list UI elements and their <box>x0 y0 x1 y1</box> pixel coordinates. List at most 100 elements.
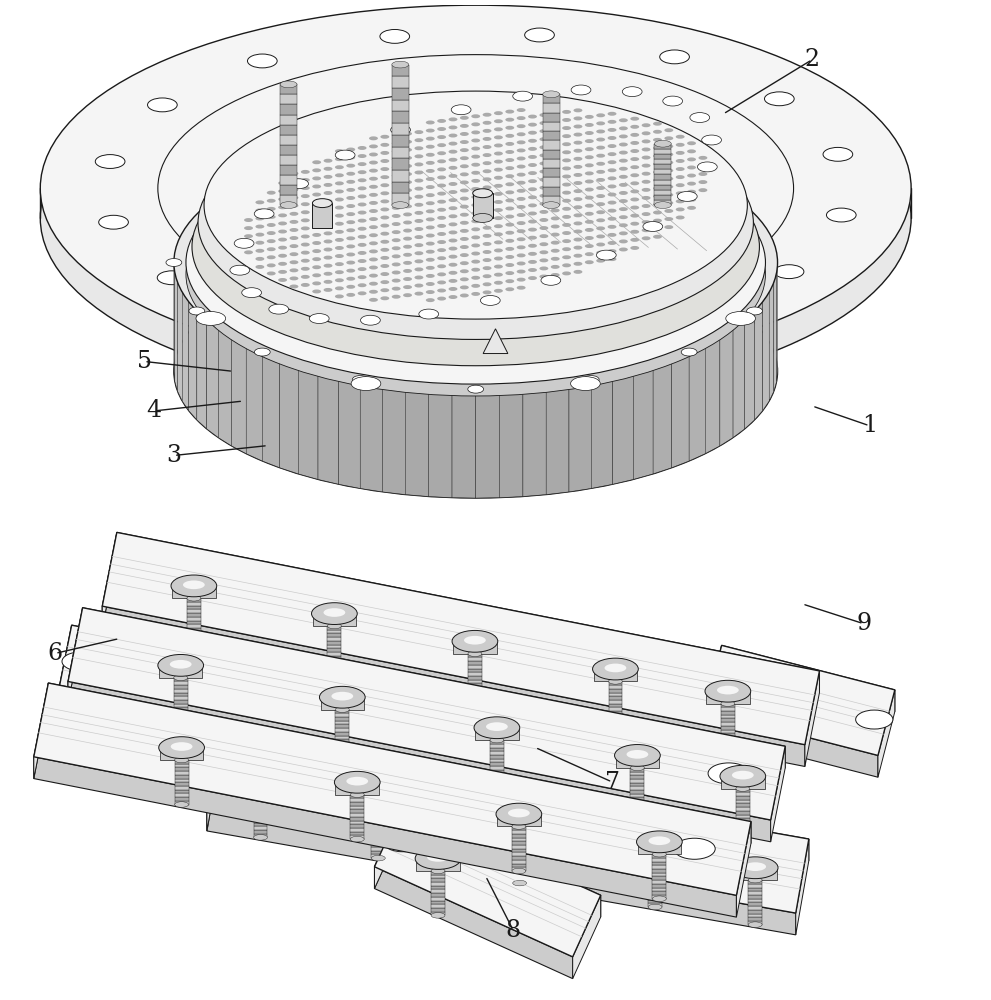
Polygon shape <box>391 100 408 111</box>
Ellipse shape <box>676 199 685 203</box>
Ellipse shape <box>483 145 492 149</box>
Polygon shape <box>543 113 560 122</box>
Ellipse shape <box>346 269 355 273</box>
Polygon shape <box>500 816 538 836</box>
Ellipse shape <box>391 198 400 202</box>
Ellipse shape <box>619 175 628 179</box>
Ellipse shape <box>472 252 481 256</box>
Ellipse shape <box>41 35 911 401</box>
Ellipse shape <box>324 191 333 195</box>
Polygon shape <box>327 633 341 637</box>
Ellipse shape <box>464 636 486 645</box>
Ellipse shape <box>289 180 298 183</box>
Ellipse shape <box>608 679 622 684</box>
Ellipse shape <box>381 232 389 236</box>
Ellipse shape <box>437 200 446 204</box>
Polygon shape <box>654 159 671 164</box>
Ellipse shape <box>472 243 481 247</box>
Ellipse shape <box>173 675 187 681</box>
Polygon shape <box>351 813 364 817</box>
Ellipse shape <box>505 287 514 291</box>
Ellipse shape <box>597 186 606 190</box>
Ellipse shape <box>449 247 458 251</box>
Ellipse shape <box>460 261 469 265</box>
Ellipse shape <box>539 113 548 117</box>
Polygon shape <box>512 830 526 834</box>
Polygon shape <box>652 880 666 884</box>
Ellipse shape <box>855 710 893 729</box>
Ellipse shape <box>391 149 400 153</box>
Ellipse shape <box>256 200 265 204</box>
Ellipse shape <box>278 262 287 266</box>
Ellipse shape <box>660 50 690 64</box>
Polygon shape <box>431 897 445 901</box>
Polygon shape <box>654 200 671 205</box>
Ellipse shape <box>607 160 616 164</box>
Polygon shape <box>174 771 188 775</box>
Ellipse shape <box>256 241 265 245</box>
Ellipse shape <box>585 236 594 240</box>
Polygon shape <box>254 830 268 834</box>
Ellipse shape <box>346 156 355 160</box>
Polygon shape <box>630 809 644 812</box>
Ellipse shape <box>171 575 217 597</box>
Polygon shape <box>351 828 364 832</box>
Ellipse shape <box>437 143 446 147</box>
Polygon shape <box>648 885 662 888</box>
Ellipse shape <box>539 210 548 214</box>
Ellipse shape <box>472 147 481 151</box>
Ellipse shape <box>607 201 616 205</box>
Polygon shape <box>173 685 187 689</box>
Ellipse shape <box>516 108 525 112</box>
Ellipse shape <box>312 281 321 285</box>
Polygon shape <box>490 744 503 748</box>
Polygon shape <box>173 704 187 707</box>
Polygon shape <box>182 292 188 410</box>
Ellipse shape <box>505 150 514 154</box>
Ellipse shape <box>562 215 571 219</box>
Ellipse shape <box>159 737 204 758</box>
Polygon shape <box>431 893 445 897</box>
Polygon shape <box>351 821 364 824</box>
Ellipse shape <box>301 259 310 263</box>
Ellipse shape <box>630 214 639 218</box>
Polygon shape <box>630 783 644 786</box>
Ellipse shape <box>664 185 673 189</box>
Polygon shape <box>188 302 197 420</box>
Ellipse shape <box>505 247 514 251</box>
Ellipse shape <box>542 333 572 347</box>
Ellipse shape <box>571 377 601 390</box>
Ellipse shape <box>358 219 367 223</box>
Ellipse shape <box>619 248 628 251</box>
Polygon shape <box>748 914 762 917</box>
Ellipse shape <box>289 171 298 175</box>
Polygon shape <box>254 826 268 830</box>
Polygon shape <box>34 683 751 895</box>
Ellipse shape <box>516 124 525 128</box>
Polygon shape <box>102 532 117 628</box>
Ellipse shape <box>562 118 571 122</box>
Ellipse shape <box>562 150 571 154</box>
Polygon shape <box>263 352 279 468</box>
Polygon shape <box>339 375 360 488</box>
Polygon shape <box>758 745 772 748</box>
Ellipse shape <box>641 212 650 216</box>
Polygon shape <box>453 641 496 654</box>
Polygon shape <box>431 901 445 904</box>
Polygon shape <box>608 711 622 715</box>
Ellipse shape <box>358 291 367 295</box>
Polygon shape <box>335 743 349 747</box>
Ellipse shape <box>512 868 526 874</box>
Polygon shape <box>476 389 499 498</box>
Ellipse shape <box>136 728 150 734</box>
Ellipse shape <box>551 192 560 196</box>
Ellipse shape <box>358 227 367 231</box>
Ellipse shape <box>414 154 423 158</box>
Ellipse shape <box>758 701 772 707</box>
Polygon shape <box>68 608 82 703</box>
Polygon shape <box>733 868 777 880</box>
Polygon shape <box>254 811 268 815</box>
Polygon shape <box>254 797 268 800</box>
Polygon shape <box>499 388 523 498</box>
Ellipse shape <box>403 164 412 168</box>
